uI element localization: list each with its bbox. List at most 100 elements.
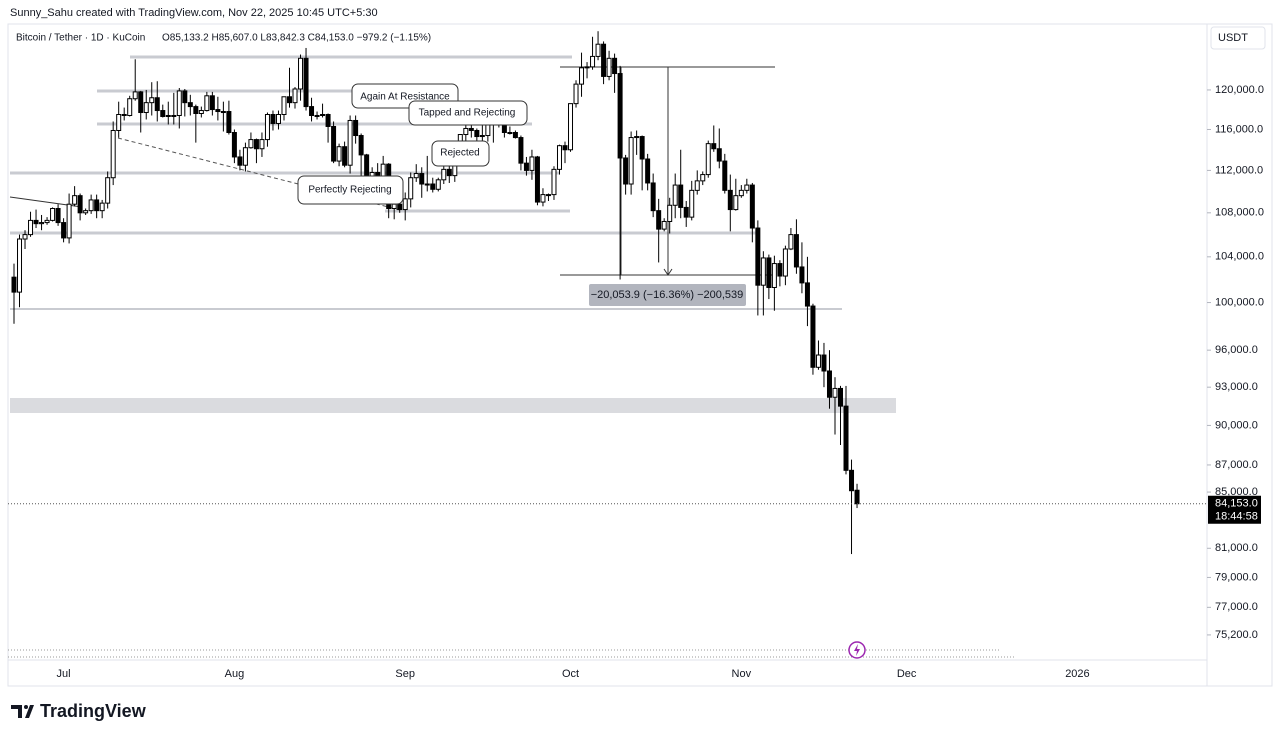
candle-body: [545, 194, 551, 197]
candle-body: [55, 207, 61, 224]
y-tick-label: 104,000.0: [1215, 251, 1264, 263]
candle-body: [810, 305, 816, 368]
candle-body: [44, 219, 50, 224]
logo-mark: [11, 705, 34, 718]
candle-body: [606, 57, 612, 77]
x-tick-label: Aug: [225, 668, 245, 680]
candle-body: [182, 90, 188, 104]
candle-body: [733, 195, 739, 211]
candle-body: [689, 189, 695, 218]
candle-body: [661, 220, 667, 230]
candle-body: [320, 113, 326, 116]
candle-body: [667, 204, 673, 222]
candle-body: [760, 257, 766, 286]
candle-body: [595, 43, 601, 57]
y-tick-label: 116,000.0: [1215, 123, 1263, 135]
candle-body: [617, 73, 623, 159]
candle-body: [209, 95, 215, 111]
candle-body: [72, 195, 78, 205]
candle-body: [171, 114, 177, 117]
candle-body: [94, 199, 100, 212]
candle-body: [419, 173, 425, 185]
candle-body: [347, 119, 353, 166]
candle-body: [259, 139, 265, 150]
candle-body: [568, 103, 574, 151]
candle-body: [573, 83, 579, 105]
candle-body: [771, 263, 777, 288]
candle-body: [402, 198, 408, 211]
candle-body: [110, 129, 116, 179]
candle-body: [391, 203, 397, 209]
candle-body: [33, 219, 39, 225]
countdown: 18:44:58: [1215, 511, 1258, 523]
candle-body: [154, 97, 160, 112]
candle-body: [226, 111, 232, 134]
candle-body: [551, 168, 557, 196]
x-tick-label: Sep: [395, 668, 415, 680]
candle-body: [270, 113, 276, 124]
candle-body: [336, 146, 342, 162]
candle-body: [303, 57, 309, 108]
symbol: Bitcoin / Tether · 1D · KuCoin: [16, 33, 145, 44]
candle-body: [838, 387, 843, 407]
y-tick-label: 100,000.0: [1215, 296, 1264, 308]
candle-body: [678, 184, 684, 208]
candle-body: [446, 168, 452, 177]
candle-body: [88, 199, 94, 212]
candle-body: [39, 222, 45, 225]
candle-body: [325, 113, 331, 127]
candle-body: [744, 184, 750, 191]
x-tick-label: Jul: [57, 668, 71, 680]
y-tick-label: 93,000.0: [1215, 381, 1258, 393]
candle-body: [237, 156, 243, 166]
candle-body: [408, 177, 414, 200]
candle-body: [590, 55, 596, 68]
candle-body: [165, 114, 171, 117]
currency: USDT: [1218, 32, 1248, 44]
candle-body: [694, 180, 700, 191]
candle-body: [61, 222, 67, 239]
candle-body: [160, 110, 166, 117]
candle-body: [832, 387, 838, 398]
candle-body: [132, 91, 138, 100]
candle-body: [512, 132, 518, 139]
candle-body: [275, 113, 281, 124]
candle-body: [634, 136, 640, 139]
callouts: [297, 83, 528, 205]
candle-body: [683, 206, 689, 218]
candle-body: [738, 189, 744, 197]
candle-body: [292, 88, 298, 104]
candle-body: [650, 182, 656, 212]
candle-body: [424, 183, 430, 186]
candle-body: [121, 113, 127, 116]
y-tick-label: 81,000.0: [1215, 542, 1258, 554]
candle-body: [815, 354, 821, 368]
candle-body: [149, 97, 155, 104]
candle-body: [782, 248, 788, 277]
x-tick-label: Oct: [562, 668, 579, 680]
x-tick-label: Dec: [897, 668, 917, 680]
candle-body: [722, 160, 728, 191]
candle-body: [193, 106, 199, 115]
candle-body: [264, 113, 270, 141]
last-price-label: 84,153.0: [1215, 498, 1258, 510]
candle-body: [529, 156, 535, 171]
candle-body: [540, 194, 546, 203]
y-tick-label: 87,000.0: [1215, 459, 1258, 471]
candle-body: [584, 66, 590, 69]
candle-body: [579, 67, 585, 85]
candle-body: [17, 238, 23, 293]
annotation: Rejected: [440, 148, 479, 159]
candle-body: [849, 469, 855, 492]
candle-body: [138, 91, 144, 114]
candle-body: [342, 146, 348, 166]
candle-body: [749, 184, 755, 229]
y-tick-label: 79,000.0: [1215, 571, 1258, 583]
ohlc: O85,133.2 H85,607.0 L83,842.3 C84,153.0 …: [162, 33, 431, 44]
candle-body: [628, 137, 634, 185]
candle-body: [639, 136, 645, 160]
candle-body: [231, 132, 237, 158]
candle-body: [77, 195, 83, 214]
